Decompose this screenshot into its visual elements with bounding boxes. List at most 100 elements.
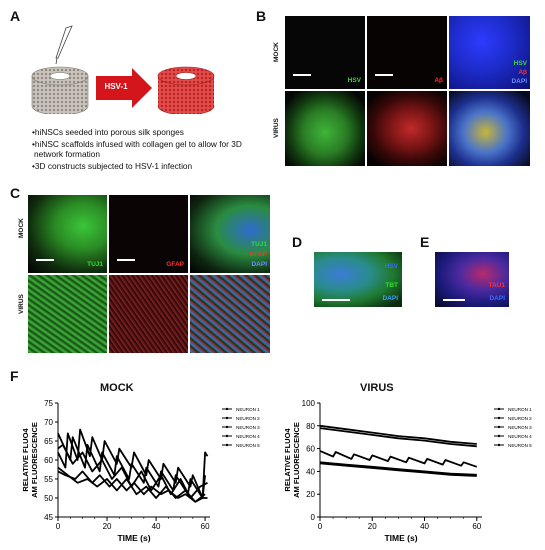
b-virus-hsv-image: [285, 91, 365, 166]
series-line-5: [57, 470, 208, 503]
panel-b-row-mock: MOCK: [273, 42, 280, 62]
series-line-4: [319, 461, 477, 476]
panel-f-letter: F: [10, 368, 19, 384]
bullet-3: •3D constructs subjected to HSV-1 infect…: [32, 161, 193, 171]
legend-marker: [497, 443, 501, 447]
c-mock-merge-dapi: DAPI: [251, 261, 267, 268]
legend-marker: [497, 434, 501, 438]
b-mock-ab-image: Aβ: [367, 16, 447, 89]
y-tick-label: 40: [306, 467, 315, 476]
scaffold-schematic: [31, 25, 215, 114]
c-mock-merge-gfap: GFAP: [249, 251, 267, 258]
legend-marker: [497, 425, 501, 429]
c-mock-tuj1-image: TUJ1: [28, 195, 107, 273]
x-tick-label: 60: [472, 522, 481, 531]
panel-e-letter: E: [420, 234, 430, 250]
pipette-icon: [55, 25, 73, 65]
chart-virus-title: VIRUS: [360, 382, 394, 394]
chart-virus: 0 20 40 60 80 100 0 20 40 60 TIME (s) RELATIVE FLUO…: [283, 399, 532, 543]
d-label-dapi: DAPI: [382, 295, 398, 302]
y-tick-label: 70: [44, 418, 53, 427]
silk-scaffold-red: [157, 66, 215, 114]
y-tick-label: 55: [44, 475, 53, 484]
x-tick-label: 0: [56, 522, 61, 531]
e-image: TAU1 DAPI: [435, 252, 509, 307]
y-axis-label: RELATIVE FLUO4: [21, 428, 30, 492]
panel-c-row-virus: VIRUS: [18, 294, 25, 314]
d-label-hsv: HSV: [384, 263, 398, 270]
x-tick-label: 40: [152, 522, 161, 531]
y-tick-label: 80: [306, 422, 315, 431]
e-label-dapi: DAPI: [489, 295, 505, 302]
c-mock-merge-tuj1: TUJ1: [251, 241, 267, 248]
x-tick-label: 20: [103, 522, 112, 531]
b-virus-ab-image: [367, 91, 447, 166]
legend-label: NEURON 3: [508, 425, 532, 430]
b-mock-ab-label: Aβ: [434, 77, 443, 84]
panel-b-letter: B: [256, 8, 267, 24]
y-tick-label: 60: [44, 456, 53, 465]
d-image: HSV TBT DAPI: [314, 252, 402, 307]
legend-label: NEURON 5: [236, 443, 260, 448]
legend-label: NEURON 4: [508, 434, 532, 439]
hsv1-arrow: [96, 68, 152, 108]
series-line-1: [319, 424, 477, 445]
b-mock-merge-image: HSV Aβ DAPI: [449, 16, 530, 89]
b-mock-hsv-label: HSV: [347, 77, 361, 84]
legend-marker: [225, 434, 229, 438]
c-mock-tuj1-label: TUJ1: [87, 261, 103, 268]
panel-b-row-virus: VIRUS: [273, 118, 280, 138]
b-mock-merge-dapi: DAPI: [511, 78, 527, 85]
c-mock-gfap-image: GFAP: [109, 195, 188, 273]
bullet-2: •hiNSC scaffolds infused with collagen g…: [32, 139, 242, 149]
silk-scaffold-gray: [31, 66, 89, 114]
c-virus-merge-image: [190, 275, 270, 353]
x-tick-label: 20: [368, 522, 377, 531]
c-mock-merge-image: TUJ1 GFAP DAPI: [190, 195, 270, 273]
legend-label: NEURON 2: [508, 416, 532, 421]
chart-mock: 45 50 55 60 65 70 75 0 20 40 60 TIME (s) RELATIVE FL…: [21, 399, 260, 543]
y-axis-label-cont: AM FLUORESCENCE: [292, 422, 301, 498]
legend-label: NEURON 2: [236, 416, 260, 421]
bullet-1: •hiNSCs seeded into porous silk sponges: [32, 127, 184, 137]
series-line-1: [57, 428, 209, 499]
series-line-2: [319, 427, 477, 448]
legend-marker: [225, 407, 229, 411]
legend-label: NEURON 1: [236, 407, 260, 412]
legend-marker: [497, 407, 501, 411]
y-tick-label: 0: [311, 513, 316, 522]
c-mock-gfap-label: GFAP: [166, 261, 184, 268]
panel-a-letter: A: [10, 8, 21, 24]
y-tick-label: 50: [44, 494, 53, 503]
b-mock-merge-hsv: HSV: [513, 60, 527, 67]
series-line-3: [319, 450, 478, 468]
x-axis-label: TIME (s): [384, 533, 417, 543]
y-tick-label: 100: [302, 399, 316, 408]
series-line-2: [57, 433, 206, 499]
legend-marker: [225, 443, 229, 447]
bullet-2-cont: network formation: [34, 149, 100, 159]
legend-label: NEURON 4: [236, 434, 260, 439]
legend-marker: [225, 425, 229, 429]
b-mock-hsv-image: HSV: [285, 16, 365, 89]
y-tick-label: 60: [306, 445, 315, 454]
c-virus-gfap-image: [109, 275, 188, 353]
x-tick-label: 40: [420, 522, 429, 531]
panel-d-letter: D: [292, 234, 303, 250]
y-tick-label: 20: [306, 490, 315, 499]
y-tick-label: 75: [44, 399, 53, 408]
x-axis-label: TIME (s): [117, 533, 150, 543]
legend-marker: [225, 416, 229, 420]
b-mock-merge-ab: Aβ: [518, 69, 527, 76]
arrow-label: HSV-1: [104, 82, 128, 91]
y-axis-label-cont: AM FLUORESCENCE: [30, 422, 39, 498]
y-axis-label: RELATIVE FLUO4: [283, 428, 292, 492]
panel-c-letter: C: [10, 185, 21, 201]
x-tick-label: 0: [318, 522, 323, 531]
series-line-5: [319, 462, 477, 477]
panel-c-row-mock: MOCK: [18, 218, 25, 238]
x-tick-label: 60: [201, 522, 210, 531]
legend-marker: [497, 416, 501, 420]
d-label-tbt: TBT: [385, 282, 398, 289]
legend-label: NEURON 5: [508, 443, 532, 448]
